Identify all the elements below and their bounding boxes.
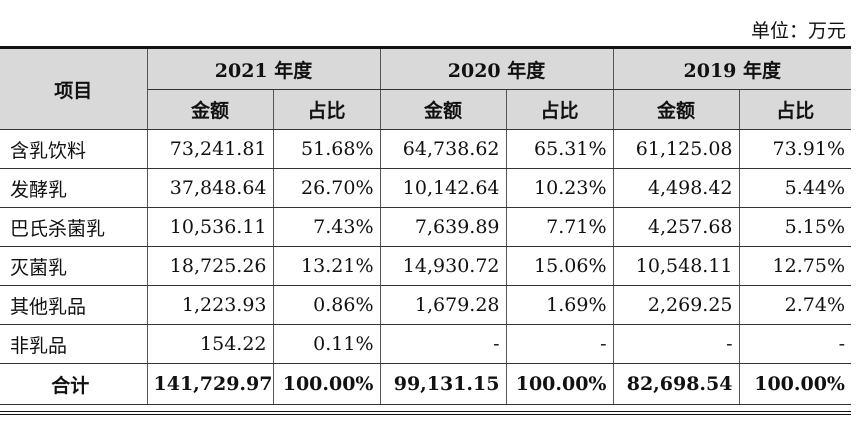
cell-ratio: 1.69% — [505, 285, 614, 325]
row-name: 含乳饮料 — [0, 129, 148, 169]
cell-amount: 154.22 — [146, 324, 274, 364]
cell-ratio: 26.70% — [272, 168, 381, 208]
table-row: 发酵乳 37,848.64 26.70% 10,142.64 10.23% 4,… — [0, 168, 851, 208]
cell-ratio: 13.21% — [272, 246, 381, 286]
cell-ratio: - — [738, 324, 851, 364]
total-row: 合计 141,729.97 100.00% 99,131.15 100.00% … — [0, 363, 851, 405]
cell-amount: 64,738.62 — [379, 129, 507, 169]
header-amount: 金额 — [612, 89, 740, 130]
unit-label: 单位：万元 — [750, 20, 846, 42]
table-row: 巴氏杀菌乳 10,536.11 7.43% 7,639.89 7.71% 4,2… — [0, 207, 851, 247]
cell-ratio: 2.74% — [738, 285, 851, 325]
cell-amount: 1,223.93 — [146, 285, 274, 325]
row-name: 其他乳品 — [0, 285, 148, 325]
header-ratio: 占比 — [738, 89, 851, 130]
cell-amount: 18,725.26 — [146, 246, 274, 286]
cell-ratio: 10.23% — [505, 168, 614, 208]
cell-amount: 61,125.08 — [612, 129, 740, 169]
cell-amount: - — [379, 324, 507, 364]
cell-amount: 14,930.72 — [379, 246, 507, 286]
cell-ratio: 51.68% — [272, 129, 381, 169]
cell-amount: 10,142.64 — [379, 168, 507, 208]
cell-ratio: 12.75% — [738, 246, 851, 286]
cell-ratio: 0.11% — [272, 324, 381, 364]
bottom-double-rule — [0, 411, 851, 415]
row-name: 灭菌乳 — [0, 246, 148, 286]
total-amount: 141,729.97 — [146, 363, 274, 405]
cell-amount: 4,257.68 — [612, 207, 740, 247]
row-name: 巴氏杀菌乳 — [0, 207, 148, 247]
table-row: 含乳饮料 73,241.81 51.68% 64,738.62 65.31% 6… — [0, 129, 851, 169]
cell-amount: 73,241.81 — [146, 129, 274, 169]
total-ratio: 100.00% — [738, 363, 851, 405]
table-row: 灭菌乳 18,725.26 13.21% 14,930.72 15.06% 10… — [0, 246, 851, 286]
cell-amount: 1,679.28 — [379, 285, 507, 325]
header-year-2021: 2021 年度 — [146, 47, 381, 90]
header-row-years: 项目 2021 年度 2020 年度 2019 年度 — [0, 47, 851, 130]
cell-ratio: 7.43% — [272, 207, 381, 247]
row-name: 发酵乳 — [0, 168, 148, 208]
header-year-2020: 2020 年度 — [379, 47, 614, 90]
header-ratio: 占比 — [505, 89, 614, 130]
header-amount: 金额 — [147, 89, 274, 130]
row-name: 非乳品 — [0, 324, 148, 364]
cell-ratio: 15.06% — [505, 246, 614, 286]
cell-ratio: - — [505, 324, 614, 364]
total-ratio: 100.00% — [272, 363, 381, 405]
cell-ratio: 5.15% — [738, 207, 851, 247]
cell-amount: 10,536.11 — [146, 207, 274, 247]
table-row: 非乳品 154.22 0.11% - - - - — [0, 324, 851, 364]
cell-amount: 7,639.89 — [379, 207, 507, 247]
cell-amount: - — [612, 324, 740, 364]
header-item: 项目 — [0, 47, 148, 130]
header-amount: 金额 — [379, 89, 507, 130]
cell-amount: 2,269.25 — [612, 285, 740, 325]
cell-ratio: 5.44% — [738, 168, 851, 208]
cell-ratio: 73.91% — [738, 129, 851, 169]
cell-amount: 37,848.64 — [146, 168, 274, 208]
header-ratio: 占比 — [272, 89, 381, 130]
total-ratio: 100.00% — [505, 363, 614, 405]
cell-ratio: 65.31% — [505, 129, 614, 169]
cell-amount: 10,548.11 — [612, 246, 740, 286]
cell-ratio: 7.71% — [505, 207, 614, 247]
total-label: 合计 — [0, 363, 148, 405]
data-table: 项目 2021 年度 2020 年度 2019 年度 金额 占比 金额 占比 金… — [0, 46, 851, 405]
total-amount: 82,698.54 — [612, 363, 740, 405]
cell-amount: 4,498.42 — [612, 168, 740, 208]
header-year-2019: 2019 年度 — [612, 47, 851, 90]
cell-ratio: 0.86% — [272, 285, 381, 325]
total-amount: 99,131.15 — [379, 363, 507, 405]
table-row: 其他乳品 1,223.93 0.86% 1,679.28 1.69% 2,269… — [0, 285, 851, 325]
